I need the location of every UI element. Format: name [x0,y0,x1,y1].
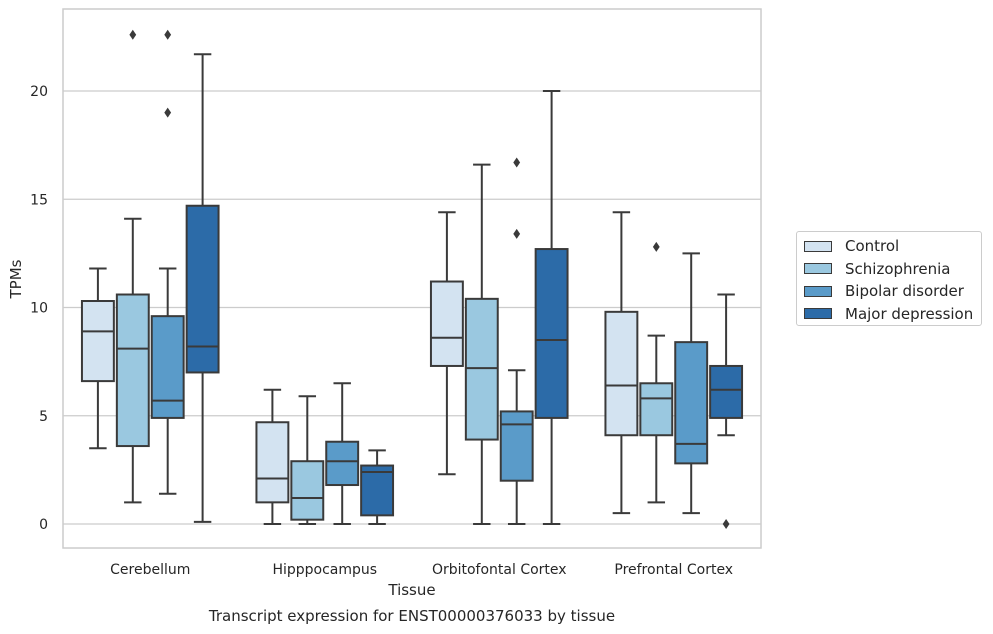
box-body [325,440,360,487]
box-body [80,300,115,383]
box-body [290,460,325,521]
y-tick-label: 15 [30,192,48,208]
box-schizophrenia [290,395,325,525]
box-control [80,267,115,450]
x-tick-label: Orbitofontal Cortex [432,562,567,578]
legend-swatch [804,285,832,297]
outlier-point [722,519,730,529]
y-tick-labels: 0 5 10 15 20 [30,84,48,533]
box-body [604,310,639,437]
box-body [115,293,150,448]
box-body [499,410,534,482]
box-body [360,464,395,517]
box-bipolar-disorder [150,29,185,495]
legend-item: Bipolar disorder [804,280,981,303]
boxes [80,29,744,529]
legend-label: Schizophrenia [845,259,951,278]
legend-label: Control [845,237,900,256]
box-bipolar-disorder [499,157,534,525]
box-major-depression [709,293,744,529]
box-bipolar-disorder [325,382,360,525]
outlier-point [513,157,521,168]
legend-swatch [804,308,832,320]
y-tick-label: 10 [30,301,48,317]
box-body [150,315,185,419]
box-control [255,388,290,525]
x-tick-label: Hipppocampus [272,562,377,578]
box-schizophrenia [115,29,150,504]
legend-swatch [804,263,832,275]
box-body [185,204,220,374]
box-bipolar-disorder [674,252,709,515]
box-body [429,280,464,367]
x-axis-label: Tissue [387,581,435,599]
plot-area [62,8,762,549]
box-control [429,211,464,476]
outlier-point [164,29,172,40]
legend: Control Schizophrenia Bipolar disorder Majo… [796,231,982,326]
box-schizophrenia [639,241,674,504]
box-body [534,248,569,419]
chart-title: Transcript expression for ENST0000037603… [208,607,615,625]
y-tick-label: 0 [39,517,48,533]
x-tick-label: Cerebellum [110,562,190,578]
legend-swatch [804,240,832,252]
legend-item: Major depression [804,303,981,326]
box-major-depression [360,449,395,525]
y-axis-label: TPMs [7,259,25,299]
box-major-depression [185,53,220,523]
box-control [604,211,639,515]
outlier-point [513,228,521,239]
y-tick-label: 5 [39,409,48,425]
legend-label: Bipolar disorder [845,282,964,301]
box-schizophrenia [464,163,499,525]
box-body [674,341,709,465]
legend-item: Schizophrenia [804,258,981,281]
box-major-depression [534,90,569,525]
x-tick-label: Prefrontal Cortex [614,562,733,578]
outlier-point [129,29,137,40]
box-body [464,297,499,441]
y-tick-label: 20 [30,84,48,100]
box-body [255,421,290,504]
box-body [639,382,674,437]
box-body [709,364,744,419]
outlier-point [652,241,660,252]
outlier-point [164,107,172,118]
x-tick-labels: Cerebellum Hipppocampus Orbitofontal Corte… [110,562,733,578]
legend-item: Control [804,235,981,258]
legend-label: Major depression [845,304,974,323]
